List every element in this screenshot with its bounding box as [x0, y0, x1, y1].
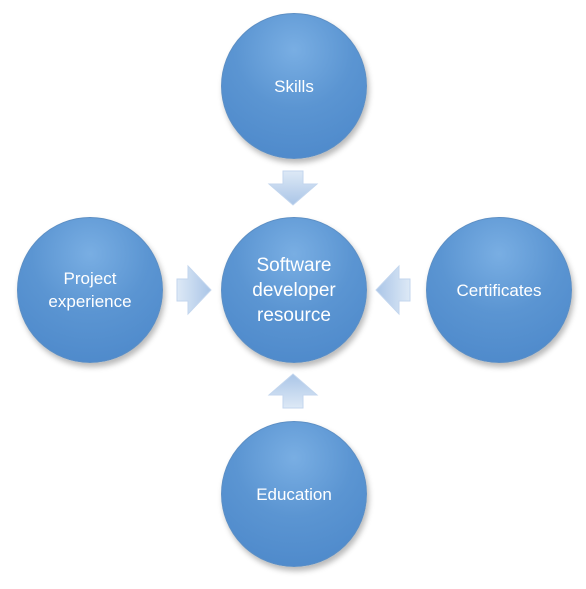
center-node-label: Software developer resource: [252, 254, 336, 326]
node-education-label: Education: [256, 484, 332, 504]
arrow-up-icon: [267, 373, 319, 409]
node-education: Education: [221, 421, 367, 567]
node-project-experience-label: Project experience: [48, 269, 132, 311]
arrow-left-icon: [375, 264, 411, 316]
arrow-down-icon: [267, 170, 319, 206]
node-project-experience: Project experience: [17, 217, 163, 363]
node-software-developer-resource: Software developer resource: [221, 217, 367, 363]
node-skills: Skills: [221, 13, 367, 159]
node-certificates: Certificates: [426, 217, 572, 363]
node-certificates-label: Certificates: [456, 280, 542, 300]
node-skills-label: Skills: [274, 76, 314, 96]
arrow-right-icon: [176, 264, 212, 316]
